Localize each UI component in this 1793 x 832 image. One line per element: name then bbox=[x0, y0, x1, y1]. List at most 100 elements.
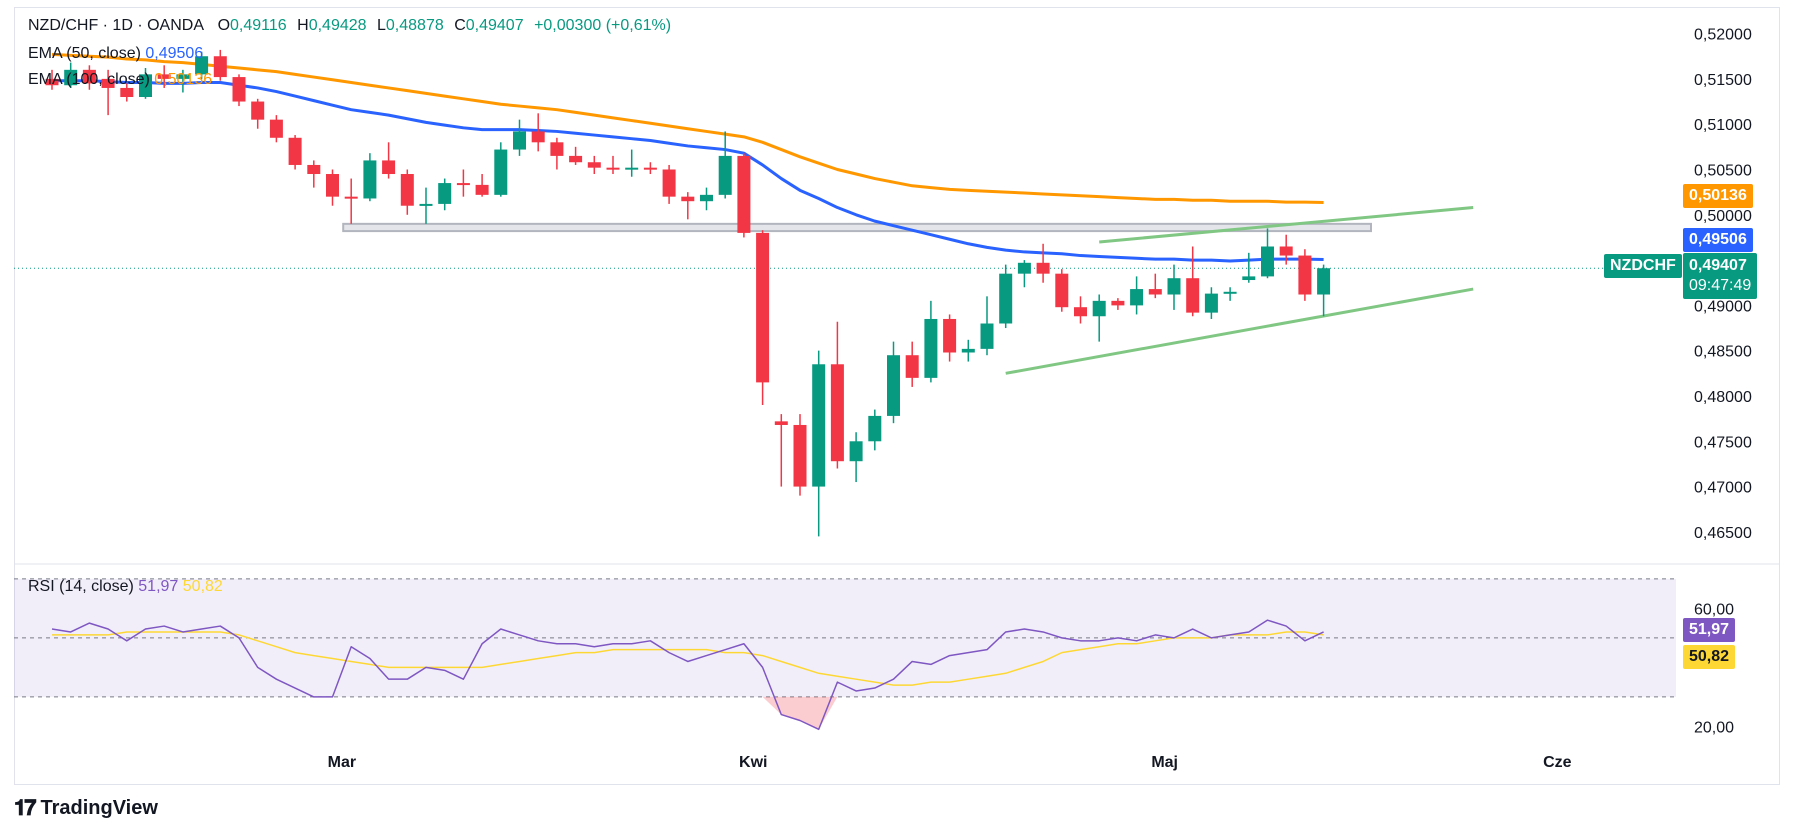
rsi-legend-value: 51,97 bbox=[138, 578, 179, 595]
rsi-line bbox=[51, 619, 1324, 731]
ema100-legend[interactable]: EMA (100, close) 0,50136 bbox=[28, 70, 212, 90]
rsi-axis-tick: 20,00 bbox=[1694, 719, 1734, 736]
time-axis-tick: Cze bbox=[1543, 754, 1572, 771]
candle-body bbox=[269, 119, 283, 138]
candle-body bbox=[999, 273, 1013, 324]
price-axis-tick: 0,47500 bbox=[1694, 434, 1752, 451]
candle-body bbox=[774, 421, 788, 425]
candle-body bbox=[456, 183, 470, 186]
last-price-value: 0,49407 bbox=[1689, 257, 1747, 274]
rsi-legend[interactable]: RSI (14, close) 51,97 50,82 bbox=[28, 577, 223, 597]
ema50-legend[interactable]: EMA (50, close) 0,49506 bbox=[28, 44, 203, 64]
candle-body bbox=[606, 167, 620, 170]
candle-body bbox=[550, 142, 564, 156]
ema50-value: 0,49506 bbox=[145, 45, 204, 62]
candle-body bbox=[232, 77, 246, 102]
candle-body bbox=[326, 174, 339, 197]
candle-body bbox=[980, 323, 994, 349]
tradingview-logo-text: TradingView bbox=[40, 796, 158, 819]
ema100-label: EMA (100, close) bbox=[28, 71, 150, 88]
candle-body bbox=[101, 78, 115, 88]
change-value: +0,00300 (+0,61%) bbox=[534, 17, 672, 34]
candle-body bbox=[1317, 268, 1331, 295]
candle-body bbox=[251, 101, 265, 120]
open-label: O bbox=[217, 17, 231, 34]
resistance-zone bbox=[342, 222, 1373, 233]
rsi-oversold-fill bbox=[762, 696, 838, 730]
rsi-ma-legend-value: 50,82 bbox=[182, 578, 223, 595]
candle-body bbox=[1074, 307, 1087, 317]
candle-body bbox=[924, 318, 938, 378]
countdown-timer: 09:47:49 bbox=[1689, 277, 1752, 294]
candle-body bbox=[157, 74, 171, 79]
candle-body bbox=[569, 155, 583, 163]
candle-body bbox=[737, 155, 751, 233]
candle-body bbox=[382, 160, 396, 175]
candle-body bbox=[756, 232, 770, 383]
price-axis-tick: 0,46500 bbox=[1694, 525, 1752, 542]
candle-body bbox=[513, 131, 526, 150]
candle-body bbox=[905, 355, 919, 378]
candle-body bbox=[1298, 255, 1312, 295]
last-price-tag: 0,49407 09:47:49 bbox=[1683, 253, 1758, 299]
candle-body bbox=[793, 424, 807, 487]
tradingview-logo[interactable]: 𝟏𝟕 TradingView bbox=[14, 795, 158, 821]
candle-body bbox=[120, 87, 134, 98]
candle-body bbox=[531, 131, 545, 143]
rsi-ma-line bbox=[52, 631, 1324, 686]
ema50-line bbox=[52, 79, 1324, 263]
rsi-ma-value-tag: 50,82 bbox=[1683, 645, 1736, 669]
candle-body bbox=[887, 355, 900, 416]
price-axis-tick: 0,52000 bbox=[1694, 27, 1752, 44]
candle-body bbox=[587, 162, 601, 168]
symbol-label[interactable]: NZD/CHF · 1D · OANDA bbox=[28, 17, 204, 34]
candle-body bbox=[1017, 262, 1031, 274]
rsi-axis-tick: 60,00 bbox=[1694, 601, 1734, 618]
rsi-label: RSI (14, close) bbox=[28, 578, 134, 595]
candle-body bbox=[213, 56, 227, 78]
ema50-price-tag: 0,49506 bbox=[1683, 228, 1753, 252]
candle-body bbox=[1242, 276, 1256, 281]
candle-body bbox=[400, 174, 414, 206]
candle-body bbox=[1204, 293, 1218, 313]
candle-body bbox=[288, 137, 302, 165]
price-axis-tick: 0,49000 bbox=[1694, 298, 1752, 315]
low-value: 0,48878 bbox=[385, 17, 444, 34]
candle-body bbox=[830, 364, 844, 462]
ema100-line bbox=[51, 52, 1324, 204]
candle-body bbox=[45, 78, 59, 86]
candle-body bbox=[438, 183, 452, 204]
low-label: L bbox=[377, 17, 386, 34]
candle-body bbox=[681, 196, 695, 202]
candle-body bbox=[307, 164, 321, 175]
trendline-upper bbox=[1099, 206, 1474, 244]
candle-body bbox=[1036, 262, 1050, 274]
rsi-value-tag: 51,97 bbox=[1683, 618, 1736, 642]
candle-body bbox=[475, 184, 489, 195]
chart-frame bbox=[14, 7, 1780, 785]
candle-body bbox=[1092, 300, 1106, 317]
candle-body bbox=[1223, 291, 1237, 294]
candle-body bbox=[643, 167, 657, 170]
candle-body bbox=[494, 149, 508, 195]
trendline-lower bbox=[1005, 287, 1474, 375]
candle-body bbox=[849, 441, 863, 462]
candle-body bbox=[1261, 246, 1274, 277]
candle-body bbox=[1111, 300, 1125, 306]
candle-body bbox=[718, 155, 732, 195]
candle-body bbox=[139, 74, 152, 98]
ema100-price-tag: 0,50136 bbox=[1683, 184, 1753, 208]
time-axis-tick: Maj bbox=[1151, 754, 1178, 771]
candle-body bbox=[1279, 246, 1293, 256]
close-value: 0,49407 bbox=[465, 17, 524, 34]
symbol-tag[interactable]: NZDCHF bbox=[1604, 254, 1682, 278]
time-axis-tick: Mar bbox=[328, 754, 356, 771]
candle-body bbox=[943, 318, 957, 353]
candle-body bbox=[662, 169, 676, 197]
candle-body bbox=[195, 56, 209, 75]
ohlc-legend: NZD/CHF · 1D · OANDA O0,49116 H0,49428 L… bbox=[28, 16, 671, 36]
candle-body bbox=[868, 415, 882, 442]
open-value: 0,49116 bbox=[230, 17, 287, 34]
price-axis-tick: 0,51000 bbox=[1694, 117, 1752, 134]
